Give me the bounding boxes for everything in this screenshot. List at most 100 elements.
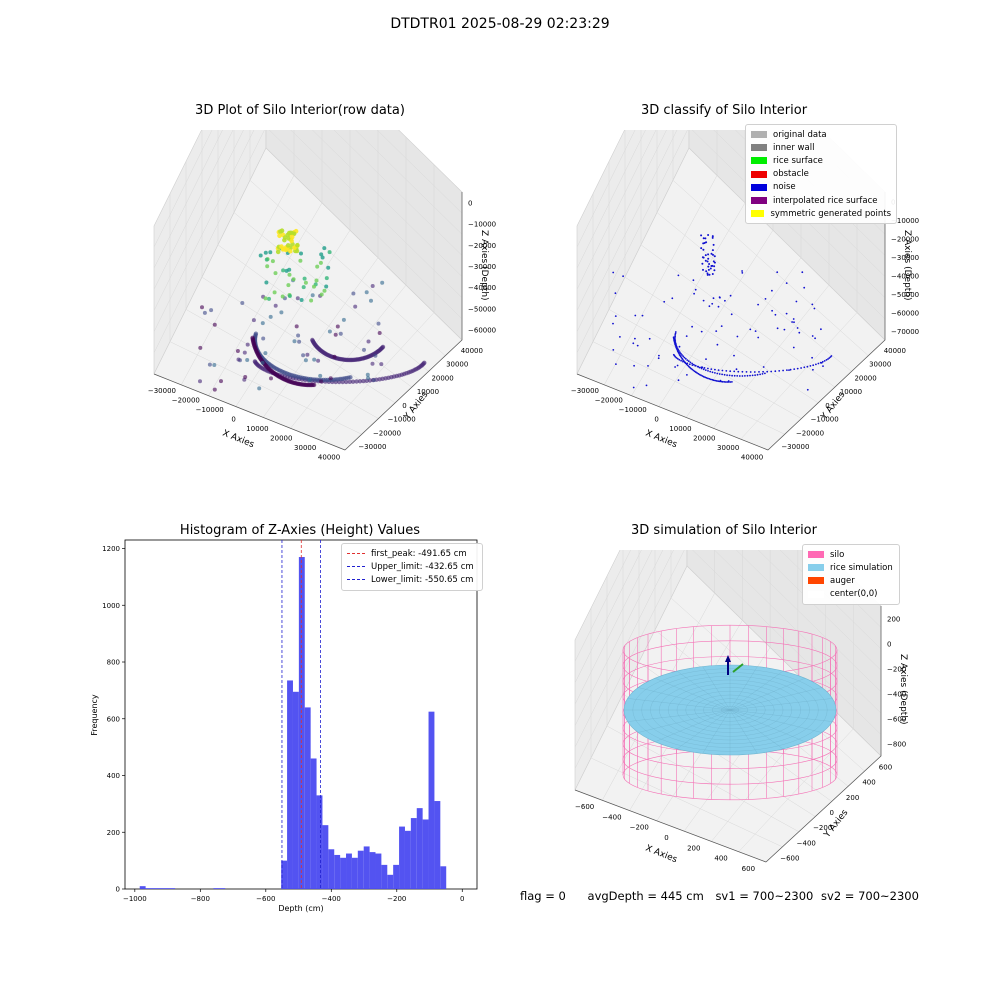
data-point xyxy=(648,337,651,340)
data-point xyxy=(711,378,714,381)
data-point xyxy=(319,252,324,257)
data-point xyxy=(713,269,716,272)
legend-patch xyxy=(808,577,824,585)
data-point xyxy=(377,377,382,382)
legend-item: silo xyxy=(808,548,894,561)
data-point xyxy=(296,333,301,338)
data-point xyxy=(240,301,245,305)
y-tick-label: 40000 xyxy=(884,347,906,355)
y-axis-line xyxy=(767,339,886,451)
legend-patch xyxy=(808,590,824,598)
data-point xyxy=(766,370,769,373)
y-tick-label: −20000 xyxy=(373,429,401,437)
z-tick-label: −70000 xyxy=(891,328,919,336)
data-point xyxy=(615,363,617,365)
data-point xyxy=(207,362,212,367)
data-point xyxy=(738,375,741,377)
data-point xyxy=(684,361,686,364)
y-tick-label: 10000 xyxy=(840,388,862,396)
data-point xyxy=(379,362,384,367)
data-point xyxy=(774,313,777,316)
data-point xyxy=(614,315,617,317)
histogram-bar xyxy=(292,691,299,889)
legend-patch xyxy=(751,197,767,205)
histogram-bar xyxy=(351,857,358,889)
legend-item: rice simulation xyxy=(808,561,894,574)
grid-line xyxy=(233,212,429,372)
data-point xyxy=(678,358,681,361)
data-point xyxy=(788,369,790,371)
data-point xyxy=(796,367,799,370)
x-axis-line xyxy=(576,373,769,451)
data-point xyxy=(269,376,273,381)
center-marker-arrow xyxy=(725,655,731,662)
x-tick-label: −600 xyxy=(575,803,594,811)
x-tick-label: −20000 xyxy=(595,396,623,404)
data-point xyxy=(811,303,814,306)
grid-line xyxy=(262,257,379,418)
data-point xyxy=(351,291,356,296)
data-point xyxy=(636,344,639,347)
legend-item: inner wall xyxy=(751,141,891,154)
data-point xyxy=(277,233,282,239)
histogram-bar xyxy=(363,846,370,889)
y-tick-label: 200 xyxy=(107,829,120,837)
data-point xyxy=(811,335,814,337)
data-point xyxy=(771,289,773,292)
data-point xyxy=(701,262,704,265)
plot3-marker-lines xyxy=(281,540,321,889)
data-point xyxy=(798,331,801,334)
plot1-3d-scatter: −30000−20000−10000010000200003000040000−… xyxy=(148,130,496,461)
x-tick-label: 10000 xyxy=(246,425,268,433)
data-point xyxy=(704,254,707,257)
histogram-bar xyxy=(328,849,335,889)
data-point xyxy=(309,298,314,303)
data-point xyxy=(319,292,324,297)
y-tick-label: 10000 xyxy=(417,388,439,396)
data-point xyxy=(714,368,716,371)
data-point xyxy=(299,251,303,256)
histogram-bar xyxy=(139,886,146,889)
data-point xyxy=(803,366,806,369)
data-point xyxy=(707,367,709,370)
rice-mesh xyxy=(676,709,731,750)
legend-patch xyxy=(751,210,765,218)
data-point xyxy=(692,369,695,372)
data-point xyxy=(663,300,666,303)
data-point xyxy=(737,370,740,373)
rice-mesh xyxy=(702,666,731,711)
data-point xyxy=(302,276,307,281)
data-point xyxy=(324,284,329,289)
grid-line xyxy=(181,175,295,385)
data-point xyxy=(335,324,340,329)
grid-line xyxy=(153,130,463,332)
data-point xyxy=(242,350,247,355)
data-point xyxy=(701,375,704,377)
data-point xyxy=(754,374,756,376)
y-tick-label: −30000 xyxy=(358,443,386,451)
data-point xyxy=(328,376,333,381)
x-tick-label: 0 xyxy=(460,895,464,903)
y-tick-label: −400 xyxy=(797,839,816,847)
data-point xyxy=(812,368,814,371)
data-point xyxy=(260,360,265,365)
data-point xyxy=(749,371,752,373)
y-tick-label: −10000 xyxy=(811,416,839,424)
data-point xyxy=(301,285,306,290)
data-point xyxy=(707,257,710,260)
data-point xyxy=(741,270,743,272)
grid-line xyxy=(169,341,362,435)
data-point xyxy=(298,258,303,263)
data-point xyxy=(263,250,268,255)
data-point xyxy=(792,346,795,349)
data-point xyxy=(698,366,701,369)
data-point xyxy=(716,343,719,346)
grid-line xyxy=(576,130,886,332)
histogram-bar xyxy=(346,853,352,889)
data-point xyxy=(705,377,708,379)
data-point xyxy=(681,354,683,356)
z-tick-label: −60000 xyxy=(468,326,496,334)
histogram-bar xyxy=(145,888,152,889)
data-point xyxy=(735,368,738,371)
data-point xyxy=(770,370,773,373)
